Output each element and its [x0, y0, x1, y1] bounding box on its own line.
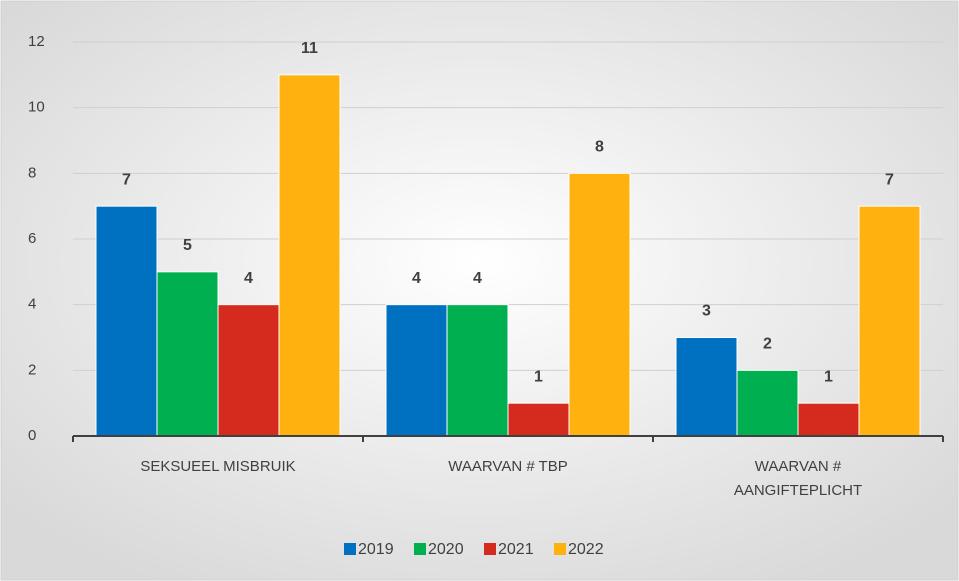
bar — [385, 304, 448, 437]
value-label: 11 — [301, 40, 318, 57]
bar — [675, 337, 738, 437]
legend-label: 2020 — [428, 541, 464, 558]
value-label: 4 — [244, 270, 253, 287]
value-label: 8 — [595, 139, 604, 156]
legend-swatch — [554, 543, 566, 555]
y-tick-label: 0 — [28, 427, 36, 444]
legend-swatch — [344, 543, 356, 555]
bar — [95, 205, 158, 437]
value-label: 4 — [473, 270, 482, 287]
value-label: 3 — [702, 303, 711, 320]
value-label: 7 — [122, 171, 131, 188]
value-label: 4 — [412, 270, 421, 287]
y-tick-label: 4 — [28, 296, 36, 313]
bar — [446, 304, 509, 437]
y-tick-label: 12 — [28, 33, 45, 50]
bar — [858, 205, 921, 437]
x-tick-label: SEKSUEEL MISBRUIK — [140, 458, 296, 475]
value-label: 2 — [763, 336, 772, 353]
y-tick-label: 2 — [28, 361, 36, 378]
legend-swatch — [484, 543, 496, 555]
legend-label: 2022 — [568, 541, 604, 558]
value-label: 7 — [885, 171, 894, 188]
value-label: 1 — [824, 368, 833, 385]
legend-label: 2019 — [358, 541, 394, 558]
value-label: 5 — [183, 237, 192, 254]
y-tick-label: 10 — [28, 99, 45, 116]
y-tick-label: 8 — [28, 164, 36, 181]
bar — [736, 369, 799, 437]
x-tick-label: WAARVAN # AANGIFTEPLICHT — [733, 458, 863, 499]
value-label: 1 — [534, 368, 543, 385]
y-tick-label: 6 — [28, 230, 36, 247]
bar — [156, 271, 219, 437]
x-tick-label: WAARVAN # TBP — [448, 458, 568, 475]
bar — [568, 172, 631, 437]
bar — [797, 402, 860, 437]
bar — [217, 304, 280, 437]
legend-swatch — [414, 543, 426, 555]
bar — [507, 402, 570, 437]
legend-label: 2021 — [498, 541, 534, 558]
bar — [278, 74, 341, 437]
